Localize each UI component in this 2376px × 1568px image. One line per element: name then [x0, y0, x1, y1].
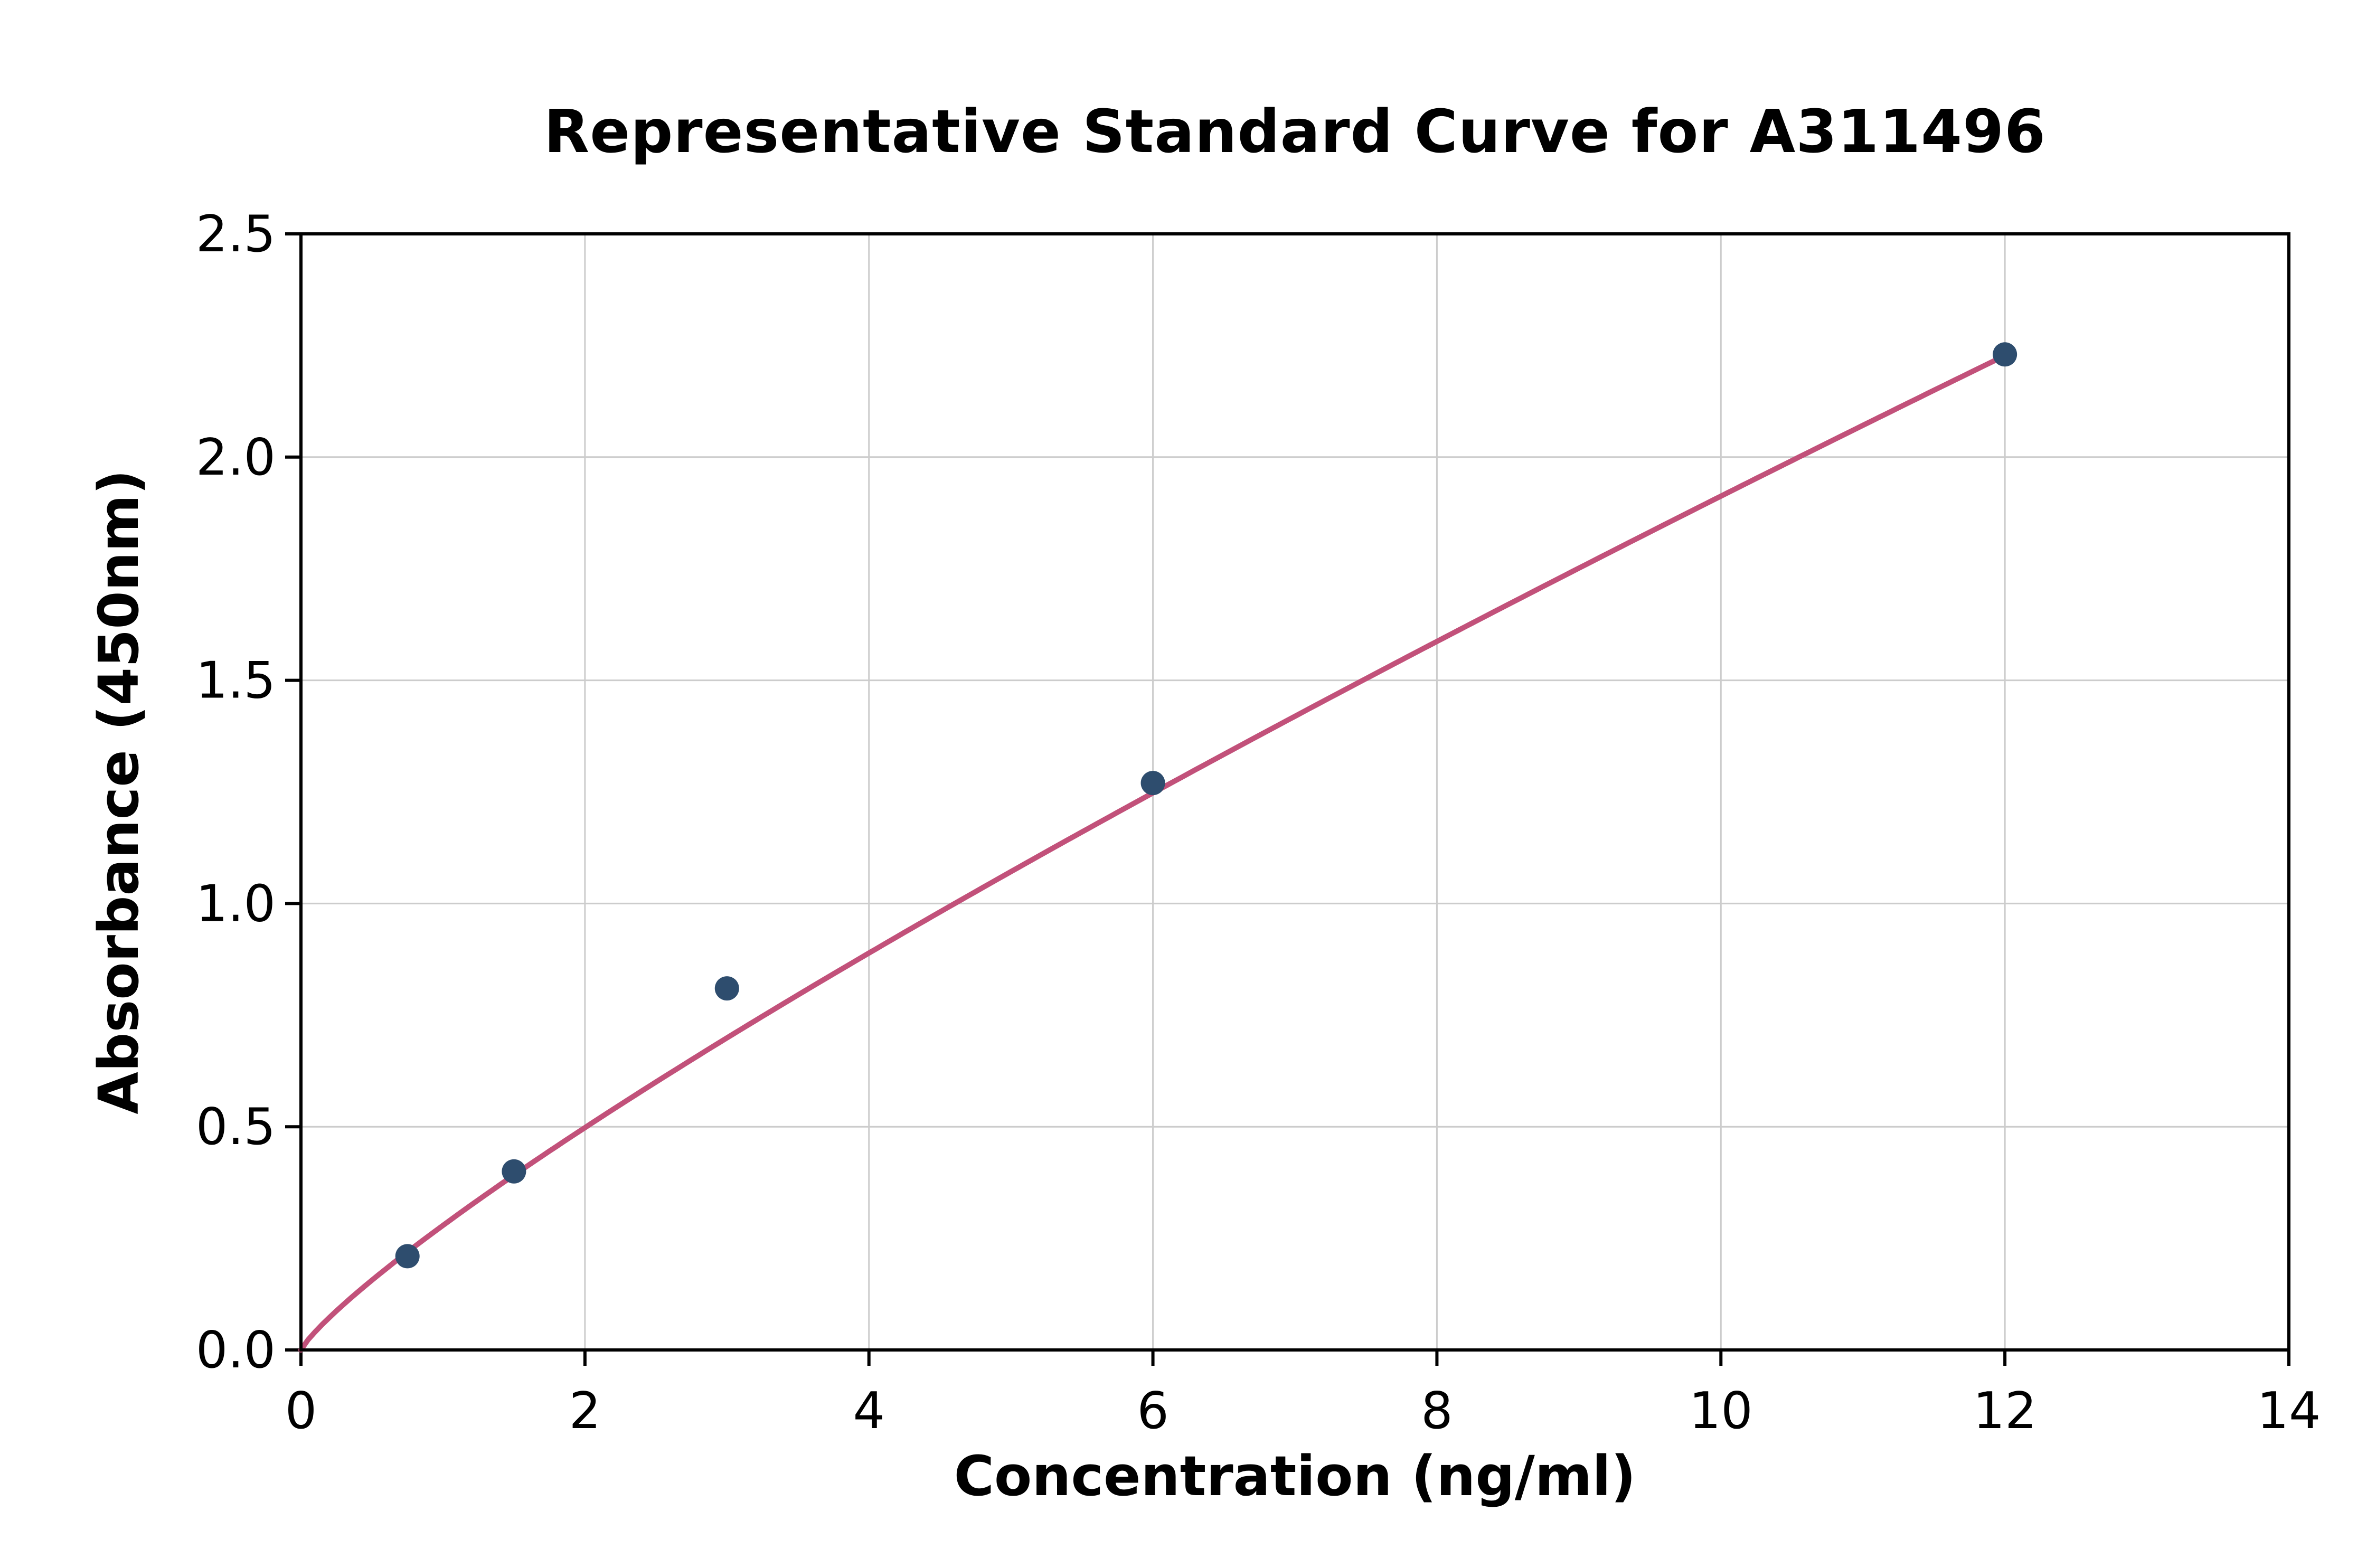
data-point	[395, 1244, 420, 1269]
svg-text:8: 8	[1421, 1382, 1453, 1440]
svg-text:2.5: 2.5	[196, 205, 276, 263]
svg-text:1.0: 1.0	[196, 875, 276, 933]
chart-title: Representative Standard Curve for A31149…	[544, 98, 2046, 166]
svg-text:6: 6	[1137, 1382, 1168, 1440]
svg-text:2: 2	[569, 1382, 601, 1440]
data-point	[502, 1159, 526, 1184]
plot-border	[299, 232, 2290, 1352]
data-point	[714, 976, 739, 1001]
svg-text:1.5: 1.5	[196, 652, 276, 710]
svg-text:2.0: 2.0	[196, 429, 276, 487]
svg-text:4: 4	[853, 1382, 884, 1440]
svg-text:12: 12	[1973, 1382, 2037, 1440]
x-axis-label: Concentration (ng/ml)	[954, 1444, 1636, 1508]
svg-text:0.5: 0.5	[196, 1098, 276, 1156]
y-tick-labels: 0.0 0.5 1.0 1.5 2.0 2.5	[196, 205, 276, 1380]
data-point	[1140, 771, 1165, 796]
x-tick-labels: 0 2 4 6 8 10 12 14	[285, 1382, 2321, 1440]
data-point	[1993, 342, 2017, 367]
grid-lines	[300, 233, 2290, 1351]
svg-text:14: 14	[2257, 1382, 2321, 1440]
svg-text:0: 0	[285, 1382, 317, 1440]
data-points	[395, 342, 2017, 1269]
svg-text:10: 10	[1689, 1382, 1753, 1440]
svg-text:0.0: 0.0	[196, 1321, 276, 1380]
